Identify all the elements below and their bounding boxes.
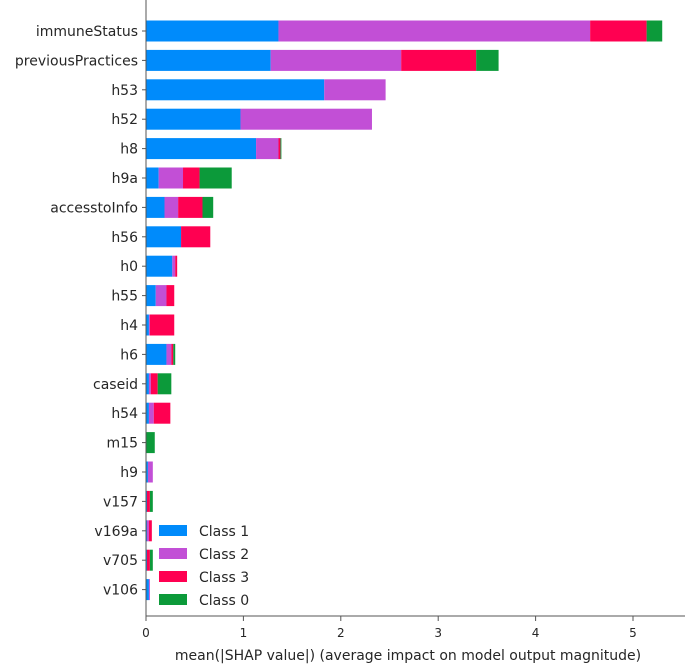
bar-h0-class-3 xyxy=(175,255,178,277)
x-tick-label: 5 xyxy=(629,626,637,640)
x-tick-label: 2 xyxy=(337,626,345,640)
bar-accesstoInfo-class-2 xyxy=(164,196,179,218)
bar-v106-class-2 xyxy=(148,579,150,601)
bar-caseid-class-1 xyxy=(146,373,149,395)
y-tick-label: h0 xyxy=(120,259,138,275)
bar-caseid-class-0 xyxy=(157,373,172,395)
bar-h54-class-3 xyxy=(153,402,171,424)
bar-h8-class-1 xyxy=(146,138,257,160)
y-tick-label: h56 xyxy=(111,230,138,246)
bar-h9a-class-2 xyxy=(158,167,184,189)
bar-h8-class-3 xyxy=(278,138,281,160)
bar-h56-class-1 xyxy=(146,226,182,248)
x-tick-label: 3 xyxy=(434,626,442,640)
bar-accesstoInfo-class-0 xyxy=(202,196,214,218)
bar-h4-class-2 xyxy=(148,314,150,336)
bar-h54-class-2 xyxy=(148,402,154,424)
bar-v157-class-3 xyxy=(146,490,150,512)
bar-previousPractices-class-0 xyxy=(476,49,499,71)
y-tick-labels: immuneStatuspreviousPracticesh53h52h8h9a… xyxy=(15,24,146,599)
bar-h9-class-2 xyxy=(147,461,153,483)
bar-v157-class-0 xyxy=(149,490,153,512)
bar-accesstoInfo-class-3 xyxy=(178,196,203,218)
bar-h55-class-2 xyxy=(155,285,167,307)
bar-v169a-class-3 xyxy=(148,520,152,542)
bar-v705-class-0 xyxy=(149,549,153,571)
legend-label: Class 2 xyxy=(199,547,249,563)
bar-previousPractices-class-1 xyxy=(146,49,271,71)
bar-caseid-class-2 xyxy=(148,373,151,395)
bar-v106-class-1 xyxy=(146,579,149,601)
bar-h8-class-0 xyxy=(280,138,282,160)
bar-caseid-class-3 xyxy=(150,373,158,395)
bar-h55-class-1 xyxy=(146,285,156,307)
bar-h56-class-3 xyxy=(181,226,211,248)
bar-h52-class-2 xyxy=(240,108,372,130)
y-tick-label: h55 xyxy=(111,289,138,305)
y-tick-label: accesstoInfo xyxy=(50,200,138,216)
x-tick-label: 1 xyxy=(240,626,248,640)
y-tick-label: h54 xyxy=(111,406,138,422)
y-tick-label: caseid xyxy=(93,377,138,393)
legend-label: Class 3 xyxy=(199,570,249,586)
y-tick-label: h9 xyxy=(120,465,138,481)
bar-h6-class-1 xyxy=(146,343,167,365)
bar-h55-class-3 xyxy=(166,285,175,307)
x-tick-label: 0 xyxy=(142,626,150,640)
legend-swatch-class-1 xyxy=(159,525,187,536)
bars-layer xyxy=(146,20,663,601)
bar-previousPractices-class-3 xyxy=(401,49,477,71)
y-tick-label: v169a xyxy=(94,524,138,540)
legend: Class 1 Class 2 Class 3 Class 0 xyxy=(159,524,249,609)
legend-swatch-class-3 xyxy=(159,571,187,582)
bar-h0-class-1 xyxy=(146,255,173,277)
x-axis-title: mean(|SHAP value|) (average impact on mo… xyxy=(175,648,641,664)
legend-swatch-class-0 xyxy=(159,594,187,605)
bar-h8-class-2 xyxy=(256,138,279,160)
bar-h9a-class-0 xyxy=(199,167,232,189)
legend-swatch-class-2 xyxy=(159,548,187,559)
legend-label: Class 1 xyxy=(199,524,249,540)
bar-immuneStatus-class-2 xyxy=(278,20,591,42)
y-tick-label: immuneStatus xyxy=(36,24,138,40)
bar-immuneStatus-class-3 xyxy=(590,20,647,42)
x-tick-labels: 0 1 2 3 4 5 xyxy=(142,616,637,640)
bar-immuneStatus-class-0 xyxy=(646,20,663,42)
bar-h54-class-1 xyxy=(146,402,149,424)
bar-accesstoInfo-class-1 xyxy=(146,196,165,218)
bar-h6-class-3 xyxy=(171,343,174,365)
bar-v169a-class-2 xyxy=(146,520,149,542)
bar-h0-class-2 xyxy=(172,255,176,277)
y-tick-label: v705 xyxy=(103,553,138,569)
bar-m15-class-0 xyxy=(146,432,155,454)
legend-label: Class 0 xyxy=(199,593,249,609)
bar-h9a-class-3 xyxy=(183,167,200,189)
bar-h53-class-2 xyxy=(324,79,386,101)
y-tick-label: h52 xyxy=(111,112,138,128)
bar-v705-class-3 xyxy=(146,549,150,571)
bar-h9-class-1 xyxy=(146,461,148,483)
y-tick-label: h8 xyxy=(120,142,138,158)
y-tick-label: v157 xyxy=(103,494,138,510)
bar-h4-class-1 xyxy=(146,314,149,336)
bar-h52-class-1 xyxy=(146,108,241,130)
bar-h4-class-3 xyxy=(149,314,175,336)
bar-h6-class-2 xyxy=(166,343,172,365)
bar-h9a-class-1 xyxy=(146,167,159,189)
y-tick-label: m15 xyxy=(107,436,138,452)
x-tick-label: 4 xyxy=(532,626,540,640)
bar-h6-class-0 xyxy=(173,343,176,365)
bar-h53-class-1 xyxy=(146,79,325,101)
bar-previousPractices-class-2 xyxy=(270,49,402,71)
y-tick-label: h4 xyxy=(120,318,138,334)
y-tick-label: h9a xyxy=(112,171,138,187)
y-tick-label: h6 xyxy=(120,347,138,363)
y-tick-label: previousPractices xyxy=(15,53,138,69)
y-tick-label: v106 xyxy=(103,583,138,599)
y-tick-label: h53 xyxy=(111,83,138,99)
bar-immuneStatus-class-1 xyxy=(146,20,279,42)
